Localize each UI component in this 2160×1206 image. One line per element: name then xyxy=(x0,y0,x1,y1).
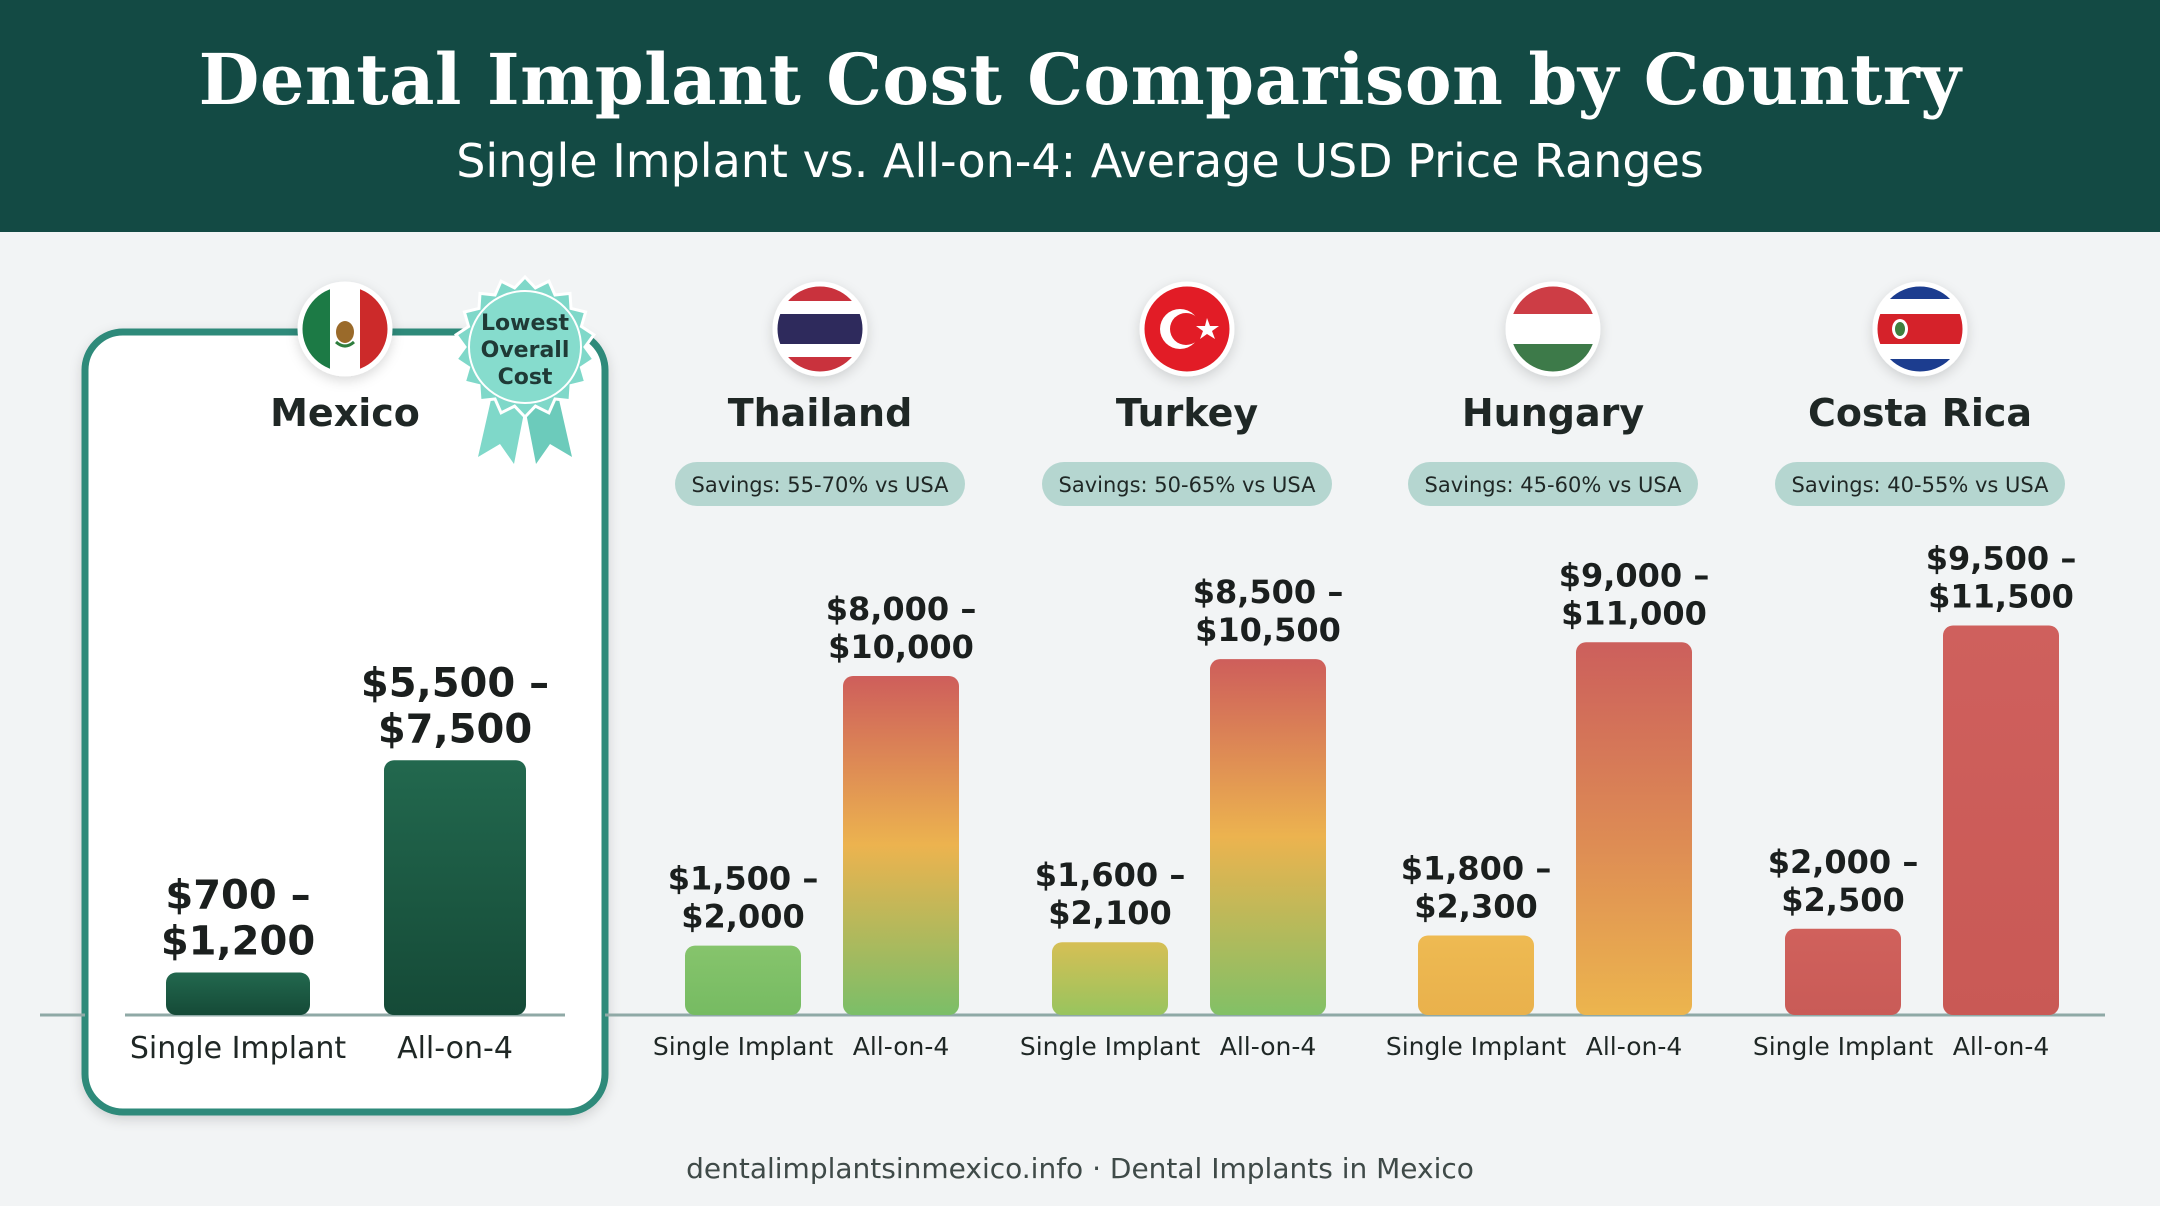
turkey-flag xyxy=(1139,281,1235,377)
source-footer: dentalimplantsinmexico.info · Dental Imp… xyxy=(686,1152,1474,1185)
value-label-turkey-allon4-low: $8,500 – xyxy=(1193,573,1344,611)
header-banner: Dental Implant Cost Comparison by Countr… xyxy=(0,0,2160,232)
badge-line-1: Lowest xyxy=(481,311,569,336)
savings-text-thailand: Savings: 55-70% vs USA xyxy=(692,473,950,497)
bar-hungary-all-on-4 xyxy=(1576,642,1692,1015)
value-label-turkey-single-high: $2,100 xyxy=(1048,894,1171,932)
category-label-hungary-single: Single Implant xyxy=(1386,1032,1567,1061)
country-name-hungary: Hungary xyxy=(1462,391,1644,435)
value-label-costa-rica-allon4-high: $11,500 xyxy=(1928,577,2074,615)
value-label-thailand-single-high: $2,000 xyxy=(681,898,804,936)
category-label-costa-rica-allon4: All-on-4 xyxy=(1953,1032,2050,1061)
badge-line-3: Cost xyxy=(498,365,553,390)
category-label-mexico-allon4: All-on-4 xyxy=(397,1031,513,1066)
savings-pill-hungary xyxy=(1408,462,1698,506)
value-label-hungary-single-high: $2,300 xyxy=(1414,887,1537,925)
value-label-turkey-single-low: $1,600 – xyxy=(1035,856,1186,894)
country-name-mexico: Mexico xyxy=(270,391,420,435)
category-label-turkey-allon4: All-on-4 xyxy=(1220,1032,1317,1061)
costa-rica-flag xyxy=(1872,281,1968,377)
savings-pill-turkey xyxy=(1042,462,1332,506)
bar-costa-rica-all-on-4 xyxy=(1943,625,2059,1015)
value-label-costa-rica-single-low: $2,000 – xyxy=(1768,843,1919,881)
bar-costa-rica-single-implant xyxy=(1785,928,1901,1015)
value-label-costa-rica-allon4-low: $9,500 – xyxy=(1926,539,2077,577)
bar-turkey-all-on-4 xyxy=(1210,659,1326,1015)
value-label-hungary-allon4-high: $11,000 xyxy=(1561,594,1707,632)
bar-chart: Lowest Overall Cost Mexico Thailand Turk… xyxy=(40,274,2105,1116)
value-label-mexico-allon4-high: $7,500 xyxy=(378,706,532,752)
country-name-thailand: Thailand xyxy=(728,391,913,435)
value-label-costa-rica-single-high: $2,500 xyxy=(1781,881,1904,919)
savings-text-hungary: Savings: 45-60% vs USA xyxy=(1425,473,1683,497)
category-label-thailand-allon4: All-on-4 xyxy=(853,1032,950,1061)
value-label-thailand-allon4-low: $8,000 – xyxy=(826,590,977,628)
bar-mexico-all-on-4 xyxy=(384,760,526,1015)
value-label-thailand-allon4-high: $10,000 xyxy=(828,628,974,666)
value-label-mexico-single-high: $1,200 xyxy=(161,919,315,965)
badge-line-2: Overall xyxy=(481,338,570,363)
value-label-mexico-allon4-low: $5,500 – xyxy=(361,660,549,706)
bar-mexico-single-implant xyxy=(166,972,310,1015)
bar-hungary-single-implant xyxy=(1418,935,1534,1015)
mexico-flag xyxy=(297,281,393,377)
savings-pill-thailand xyxy=(675,462,965,506)
country-name-turkey: Turkey xyxy=(1116,391,1259,435)
chart-title: Dental Implant Cost Comparison by Countr… xyxy=(198,38,1962,121)
bars-group: $700 –$1,200 Single Implant $5,500 –$7,500… xyxy=(130,539,2077,1066)
chart-subtitle: Single Implant vs. All-on-4: Average USD… xyxy=(456,134,1704,188)
value-label-turkey-allon4-high: $10,500 xyxy=(1195,611,1341,649)
category-label-thailand-single: Single Implant xyxy=(653,1032,834,1061)
hungary-flag xyxy=(1505,281,1601,377)
category-label-costa-rica-single: Single Implant xyxy=(1753,1032,1934,1061)
value-label-thailand-single-low: $1,500 – xyxy=(668,860,819,898)
savings-text-costa-rica: Savings: 40-55% vs USA xyxy=(1792,473,2050,497)
thailand-flag xyxy=(772,281,868,377)
bar-thailand-single-implant xyxy=(685,945,801,1015)
category-label-turkey-single: Single Implant xyxy=(1020,1032,1201,1061)
savings-text-turkey: Savings: 50-65% vs USA xyxy=(1059,473,1317,497)
value-label-hungary-allon4-low: $9,000 – xyxy=(1559,556,1710,594)
bar-turkey-single-implant xyxy=(1052,942,1168,1015)
savings-pill-costa-rica xyxy=(1775,462,2065,506)
lowest-cost-badge: Lowest Overall Cost xyxy=(453,274,597,464)
value-label-mexico-single-low: $700 – xyxy=(165,873,310,919)
category-label-mexico-single: Single Implant xyxy=(130,1031,347,1066)
country-name-costa-rica: Costa Rica xyxy=(1808,391,2032,435)
bar-thailand-all-on-4 xyxy=(843,676,959,1015)
value-label-hungary-single-low: $1,800 – xyxy=(1401,849,1552,887)
category-label-hungary-allon4: All-on-4 xyxy=(1586,1032,1683,1061)
